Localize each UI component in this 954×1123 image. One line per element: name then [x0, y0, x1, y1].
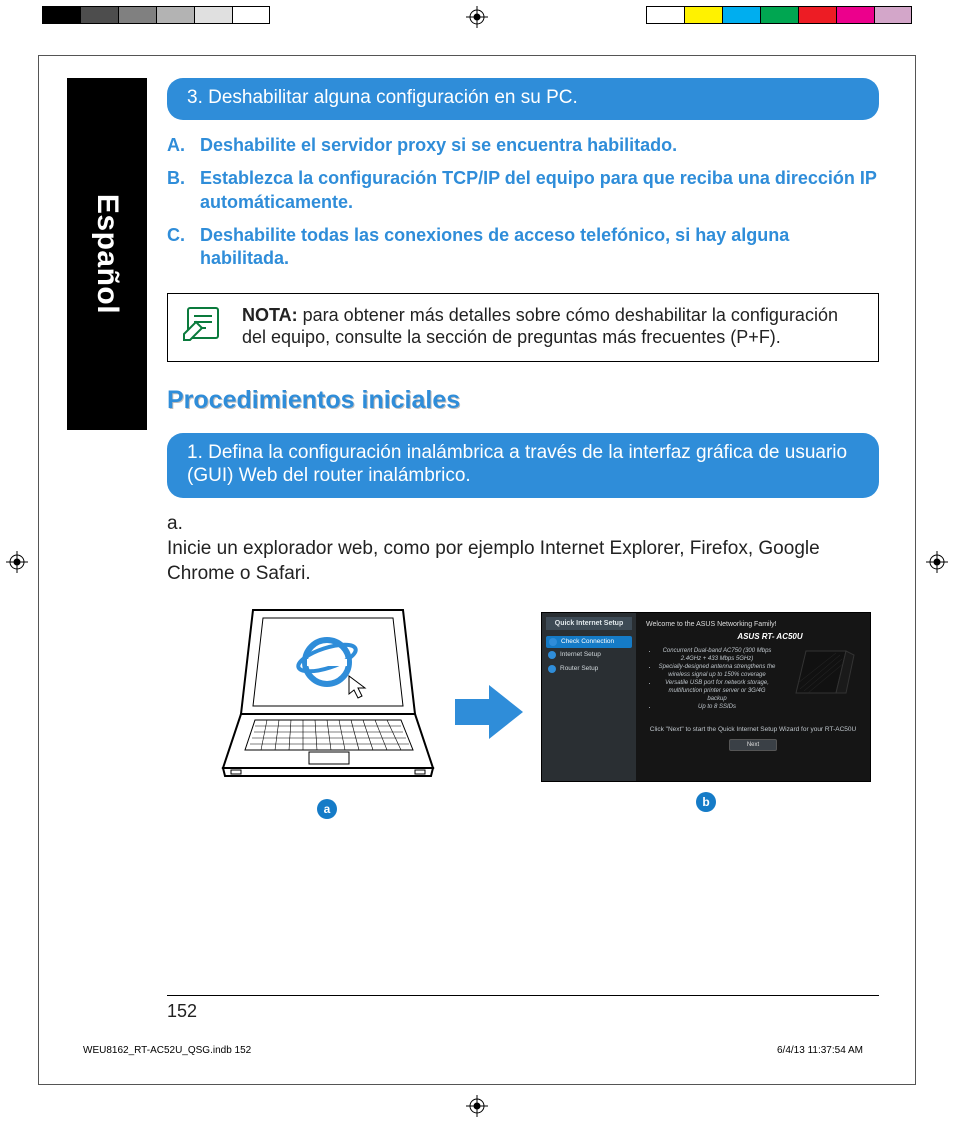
language-tab-label: Español: [90, 194, 124, 314]
screenshot-sidebar: Quick Internet Setup Check Connection In…: [542, 613, 636, 781]
note-body: para obtener más detalles sobre cómo des…: [242, 305, 838, 348]
step-bar-1-text: 1. Defina la configuración inalámbrica a…: [187, 442, 847, 487]
screenshot-side-item: Check Connection: [546, 636, 632, 648]
step-bar-3-text: 3. Deshabilitar alguna configuración en …: [187, 87, 578, 108]
screenshot-next-button: Next: [729, 739, 777, 751]
router-product-icon: [786, 635, 856, 705]
substep-b: B. Establezca la configuración TCP/IP de…: [167, 167, 879, 214]
dot-icon: [548, 651, 556, 659]
registration-mark-left-icon: [6, 551, 28, 573]
note-text: NOTA: para obtener más detalles sobre có…: [242, 304, 864, 349]
page-number: 152: [167, 1001, 197, 1022]
substep-a: A. Deshabilite el servidor proxy si se e…: [167, 134, 879, 157]
screenshot-hint: Click "Next" to start the Quick Internet…: [646, 726, 860, 733]
dot-icon: [548, 665, 556, 673]
screenshot-feature-item: Specially-designed antenna strengthens t…: [658, 663, 776, 679]
screenshot-main: Welcome to the ASUS Networking Family! A…: [636, 613, 870, 781]
dot-icon: [549, 638, 557, 646]
page-content: 3. Deshabilitar alguna configuración en …: [167, 78, 879, 819]
figure-label-b: b: [696, 792, 716, 812]
footer-rule: [167, 995, 879, 996]
substep-b-text: Establezca la configuración TCP/IP del e…: [200, 167, 878, 214]
screenshot-welcome: Welcome to the ASUS Networking Family!: [646, 621, 860, 628]
screenshot-sidebar-header: Quick Internet Setup: [546, 617, 632, 630]
screenshot-feature-item: Versatile USB port for network storage, …: [658, 679, 776, 703]
screenshot-side-item: Router Setup: [546, 662, 632, 676]
registration-mark-bottom-icon: [466, 1095, 488, 1117]
laptop-figure: a: [217, 604, 437, 819]
step-bar-3: 3. Deshabilitar alguna configuración en …: [167, 78, 879, 120]
substep-c: C. Deshabilite todas las conexiones de a…: [167, 224, 879, 271]
figure-row: a Quick Internet Setup Check Connection …: [167, 604, 879, 819]
router-setup-screenshot: Quick Internet Setup Check Connection In…: [541, 612, 871, 782]
screenshot-feature-item: Up to 8 SSIDs: [658, 703, 776, 711]
registration-mark-top-icon: [466, 6, 488, 28]
substep-c-lead: C.: [167, 224, 195, 247]
substep-a-lead: A.: [167, 134, 195, 157]
screenshot-side-item: Internet Setup: [546, 648, 632, 662]
step-bar-1: 1. Defina la configuración inalámbrica a…: [167, 433, 879, 499]
substeps-list: A. Deshabilite el servidor proxy si se e…: [167, 134, 879, 271]
router-ui-figure: Quick Internet Setup Check Connection In…: [541, 612, 871, 812]
footer-filename: WEU8162_RT-AC52U_QSG.indb 152: [83, 1045, 251, 1056]
substep-b-lead: B.: [167, 167, 195, 190]
note-label: NOTA:: [242, 305, 298, 325]
arrow-right-icon: [455, 685, 523, 739]
registration-mark-right-icon: [926, 551, 948, 573]
page-sheet: Español 3. Deshabilitar alguna configura…: [38, 55, 916, 1085]
footer-timestamp: 6/4/13 11:37:54 AM: [777, 1045, 863, 1056]
substep-c-text: Deshabilite todas las conexiones de acce…: [200, 224, 878, 271]
screenshot-feature-item: Concurrent Dual-band AC750 (300 Mbps 2.4…: [658, 647, 776, 663]
screenshot-feature-list: Concurrent Dual-band AC750 (300 Mbps 2.4…: [658, 647, 776, 712]
laptop-icon: [217, 604, 437, 784]
body-step-a: a. Inicie un explorador web, como por ej…: [167, 512, 879, 586]
note-box: NOTA: para obtener más detalles sobre có…: [167, 293, 879, 362]
substep-a-text: Deshabilite el servidor proxy si se encu…: [200, 134, 878, 157]
section-heading: Procedimientos iniciales: [167, 386, 879, 415]
note-icon: [182, 304, 226, 344]
body-step-a-lead: a.: [167, 512, 193, 537]
body-step-a-text: Inicie un explorador web, como por ejemp…: [167, 537, 849, 586]
figure-label-a: a: [317, 799, 337, 819]
language-side-tab: Español: [67, 78, 147, 430]
print-footer: WEU8162_RT-AC52U_QSG.indb 152 6/4/13 11:…: [83, 1045, 863, 1056]
